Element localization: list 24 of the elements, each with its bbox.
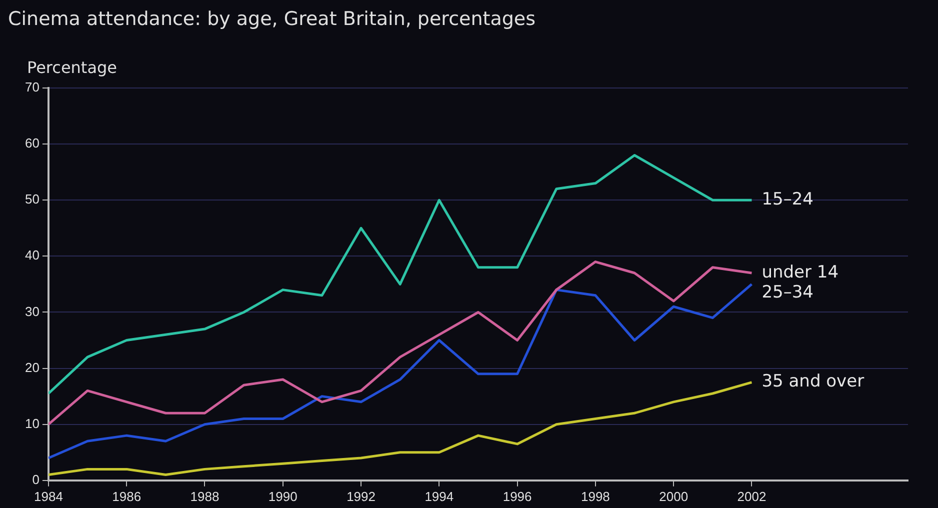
series-label: under 14 — [762, 262, 839, 282]
y-tick-label: 50 — [24, 192, 40, 207]
x-tick-label: 1986 — [112, 488, 142, 504]
x-tick-label: 1998 — [580, 488, 610, 504]
series-label: 15–24 — [762, 190, 814, 210]
y-tick-label: 20 — [24, 360, 40, 375]
y-tick-label: 30 — [24, 304, 40, 319]
y-axis-title: Percentage — [27, 58, 118, 77]
y-tick-label: 40 — [24, 248, 40, 263]
series-label: 35 and over — [762, 372, 864, 392]
chart-title: Cinema attendance: by age, Great Britain, percentages — [8, 8, 536, 30]
series-label: 25–34 — [762, 282, 814, 302]
x-tick-label: 1990 — [268, 488, 298, 504]
y-tick-label: 60 — [24, 136, 40, 151]
y-tick-label: 0 — [32, 472, 40, 487]
x-tick-label: 1996 — [502, 488, 532, 504]
y-tick-label: 70 — [24, 80, 40, 95]
x-tick-label: 1988 — [190, 488, 220, 504]
x-tick-label: 1992 — [346, 488, 376, 504]
y-tick-label: 10 — [24, 416, 40, 431]
x-tick-label: 2000 — [659, 488, 688, 504]
x-tick-label: 2002 — [737, 488, 766, 504]
x-tick-label: 1994 — [424, 488, 454, 504]
x-tick-label: 1984 — [34, 488, 63, 504]
